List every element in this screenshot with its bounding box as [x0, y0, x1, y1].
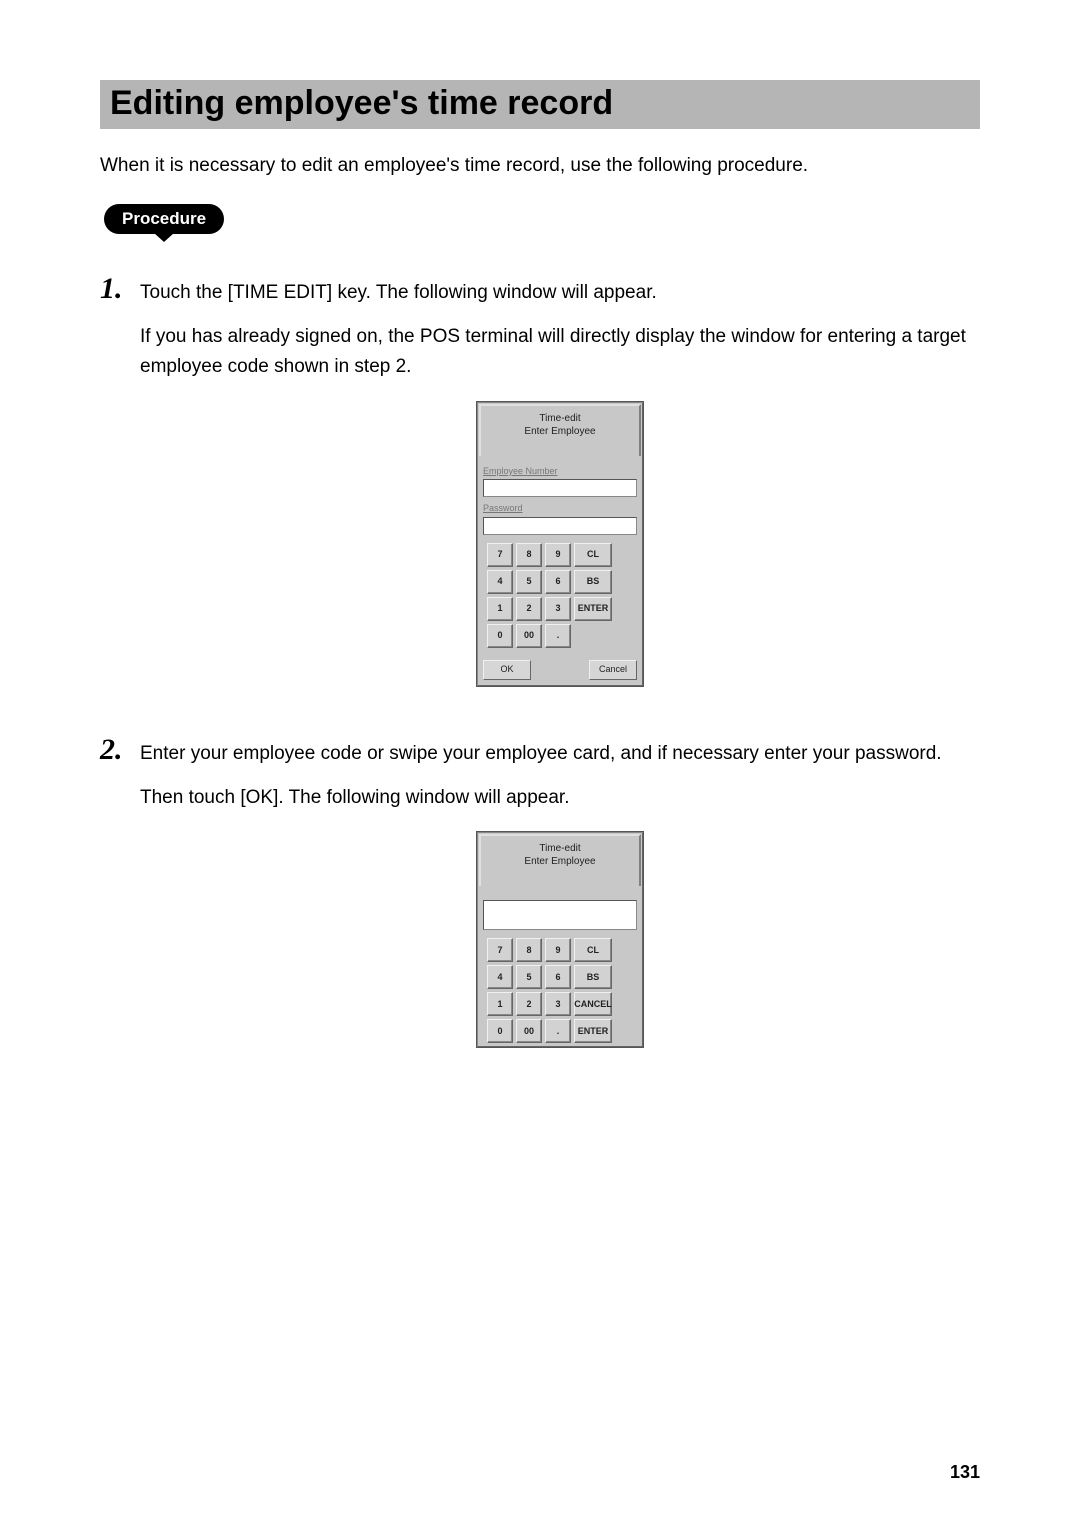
key-enter[interactable]: ENTER [574, 597, 612, 621]
key-9[interactable]: 9 [545, 543, 571, 567]
key-1[interactable]: 1 [487, 597, 513, 621]
step-number: 1. [100, 274, 140, 304]
entry-input[interactable] [483, 900, 637, 930]
page-title: Editing employee's time record [100, 80, 980, 129]
key-6[interactable]: 6 [545, 965, 571, 989]
key-cancel[interactable]: CANCEL [574, 992, 612, 1016]
key-4[interactable]: 4 [487, 965, 513, 989]
pos-window-body: Employee Number Password 7 8 9 CL 4 5 6 … [477, 458, 643, 652]
step-number-text: 1. [100, 272, 123, 305]
pos-title-2: Enter Employee [485, 425, 635, 438]
step1-line1: Touch the [TIME EDIT] key. The following… [140, 278, 980, 308]
keypad-2: 7 8 9 CL 4 5 6 BS 1 2 3 CANCEL 0 00 [483, 938, 637, 1043]
cancel-button[interactable]: Cancel [589, 660, 637, 680]
password-label: Password [483, 501, 637, 515]
pos-title-1: Time-edit [485, 412, 635, 425]
page-number: 131 [950, 1462, 980, 1483]
key-enter[interactable]: ENTER [574, 1019, 612, 1043]
step-number: 2. [100, 735, 140, 765]
pos-window-header: Time-edit Enter Employee [479, 834, 641, 886]
key-7[interactable]: 7 [487, 938, 513, 962]
step2-line2: Then touch [OK]. The following window wi… [140, 783, 980, 813]
pos-title-2: Enter Employee [485, 855, 635, 868]
step-number-text: 2. [100, 733, 123, 766]
key-00[interactable]: 00 [516, 624, 542, 648]
pos-title-1: Time-edit [485, 842, 635, 855]
key-8[interactable]: 8 [516, 938, 542, 962]
step-body: Enter your employee code or swipe your e… [140, 735, 980, 1057]
key-00[interactable]: 00 [516, 1019, 542, 1043]
key-9[interactable]: 9 [545, 938, 571, 962]
step-2: 2. Enter your employee code or swipe you… [100, 735, 980, 1057]
step2-line1: Enter your employee code or swipe your e… [140, 739, 980, 769]
key-dot[interactable]: . [545, 624, 571, 648]
key-dot[interactable]: . [545, 1019, 571, 1043]
keypad-1: 7 8 9 CL 4 5 6 BS 1 2 3 ENTER 0 00 [483, 543, 637, 648]
key-2[interactable]: 2 [516, 992, 542, 1016]
key-bs[interactable]: BS [574, 570, 612, 594]
pos-window-2: Time-edit Enter Employee 7 8 9 CL 4 5 6 … [476, 831, 644, 1048]
key-5[interactable]: 5 [516, 570, 542, 594]
step1-line2: If you has already signed on, the POS te… [140, 322, 980, 383]
key-3[interactable]: 3 [545, 992, 571, 1016]
key-5[interactable]: 5 [516, 965, 542, 989]
key-4[interactable]: 4 [487, 570, 513, 594]
procedure-badge: Procedure [104, 204, 224, 234]
key-0[interactable]: 0 [487, 624, 513, 648]
document-page: Editing employee's time record When it i… [0, 0, 1080, 1523]
step-body: Touch the [TIME EDIT] key. The following… [140, 274, 980, 695]
key-2[interactable]: 2 [516, 597, 542, 621]
key-bs[interactable]: BS [574, 965, 612, 989]
key-cl[interactable]: CL [574, 543, 612, 567]
key-1[interactable]: 1 [487, 992, 513, 1016]
key-7[interactable]: 7 [487, 543, 513, 567]
password-input[interactable] [483, 517, 637, 535]
key-8[interactable]: 8 [516, 543, 542, 567]
key-cl[interactable]: CL [574, 938, 612, 962]
key-6[interactable]: 6 [545, 570, 571, 594]
employee-number-input[interactable] [483, 479, 637, 497]
intro-text: When it is necessary to edit an employee… [100, 153, 980, 180]
key-3[interactable]: 3 [545, 597, 571, 621]
step-1: 1. Touch the [TIME EDIT] key. The follow… [100, 274, 980, 695]
key-0[interactable]: 0 [487, 1019, 513, 1043]
pos-window-header: Time-edit Enter Employee [479, 404, 641, 456]
pos-window-body: 7 8 9 CL 4 5 6 BS 1 2 3 CANCEL 0 00 [477, 888, 643, 1047]
pos-window-1: Time-edit Enter Employee Employee Number… [476, 401, 644, 687]
ok-button[interactable]: OK [483, 660, 531, 680]
dialog-buttons: OK Cancel [477, 652, 643, 686]
employee-number-label: Employee Number [483, 464, 637, 478]
